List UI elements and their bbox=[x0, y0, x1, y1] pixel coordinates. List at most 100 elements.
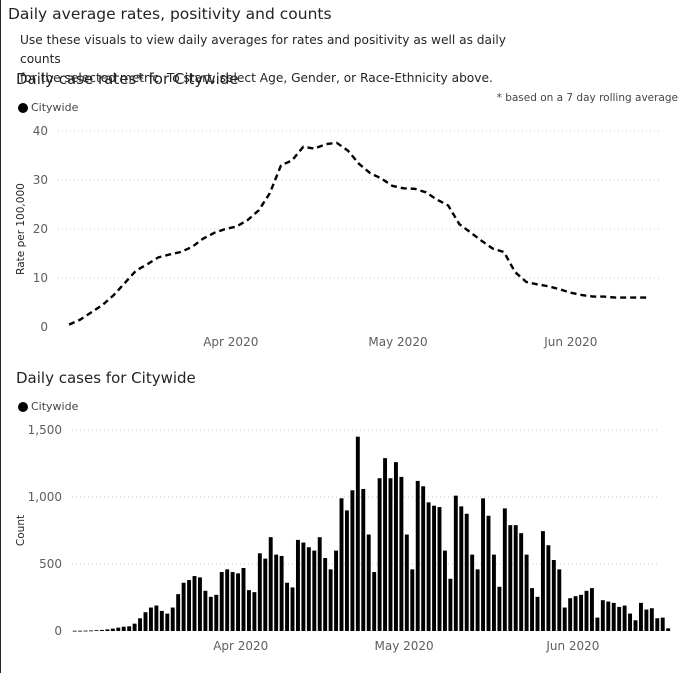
count-bar bbox=[388, 478, 393, 631]
count-bar bbox=[257, 553, 262, 631]
rate-y-tick-label: 20 bbox=[33, 222, 48, 236]
count-bar bbox=[236, 573, 241, 631]
count-bar bbox=[502, 508, 507, 631]
count-bar bbox=[404, 534, 409, 631]
count-bar bbox=[622, 605, 627, 631]
count-bar bbox=[295, 539, 300, 631]
count-bar bbox=[442, 550, 447, 631]
count-bar bbox=[421, 486, 426, 631]
count-bar bbox=[230, 572, 235, 631]
count-bar bbox=[110, 628, 115, 631]
count-x-tick-label: Jun 2020 bbox=[545, 639, 599, 653]
count-bar bbox=[415, 480, 420, 631]
count-bar bbox=[453, 495, 458, 631]
count-bar bbox=[334, 550, 339, 631]
count-bar bbox=[519, 533, 524, 631]
count-x-tick-label: Apr 2020 bbox=[213, 639, 268, 653]
count-bar bbox=[176, 594, 181, 631]
rate-y-axis-label: Rate per 100,000 bbox=[15, 183, 27, 275]
rate-chart-footnote: * based on a 7 day rolling average bbox=[496, 92, 678, 104]
count-bar bbox=[557, 569, 562, 631]
rate-legend-label: Citywide bbox=[31, 101, 79, 114]
count-bar bbox=[225, 569, 230, 631]
count-bar bbox=[355, 436, 360, 631]
count-bar bbox=[165, 613, 170, 631]
count-bar bbox=[121, 626, 126, 631]
count-bar bbox=[99, 629, 104, 631]
count-bar bbox=[187, 580, 192, 631]
count-y-axis-label: Count bbox=[15, 515, 27, 546]
count-bar bbox=[481, 498, 486, 631]
count-bar bbox=[633, 620, 638, 631]
count-bar bbox=[535, 596, 540, 631]
count-legend-label: Citywide bbox=[31, 400, 79, 413]
count-bar bbox=[595, 617, 600, 631]
count-bar bbox=[546, 545, 551, 631]
count-bar bbox=[143, 612, 148, 631]
count-bar bbox=[432, 505, 437, 631]
count-bar bbox=[497, 586, 502, 631]
count-bar bbox=[524, 554, 529, 631]
count-bar bbox=[127, 626, 132, 631]
count-bar bbox=[464, 513, 469, 631]
count-bar bbox=[344, 510, 349, 631]
count-bar bbox=[426, 502, 431, 631]
rate-chart-legend[interactable]: Citywide bbox=[18, 101, 78, 114]
count-bar bbox=[159, 610, 164, 631]
legend-marker-icon bbox=[18, 102, 28, 113]
count-bar bbox=[568, 598, 573, 631]
count-bar bbox=[148, 607, 153, 631]
rate-y-tick-label: 40 bbox=[33, 124, 48, 138]
count-chart-title: Daily cases for Citywide bbox=[16, 369, 196, 387]
count-bar bbox=[649, 608, 654, 631]
count-bar bbox=[312, 550, 317, 631]
count-bar bbox=[513, 525, 518, 631]
count-bar bbox=[393, 462, 398, 631]
count-bar bbox=[399, 476, 404, 631]
page-title: Daily average rates, positivity and coun… bbox=[8, 5, 332, 23]
count-bar bbox=[361, 488, 366, 631]
intro-line-2: for the selected metric. To start, selec… bbox=[20, 71, 493, 85]
count-y-tick-label: 1,500 bbox=[28, 423, 62, 437]
count-bar bbox=[214, 594, 219, 631]
count-bar bbox=[290, 587, 295, 631]
legend-marker-icon bbox=[18, 401, 28, 412]
rate-chart-title: Daily case rates* for Citywide bbox=[16, 70, 239, 88]
count-bar bbox=[366, 534, 371, 631]
count-bar bbox=[644, 609, 649, 631]
count-bar bbox=[540, 531, 545, 631]
count-bar bbox=[339, 498, 344, 631]
count-bar bbox=[132, 623, 137, 631]
count-bar bbox=[491, 554, 496, 631]
count-bar bbox=[589, 588, 594, 631]
rate-series-line bbox=[68, 141, 649, 326]
count-bar bbox=[350, 490, 355, 631]
count-bar bbox=[268, 537, 273, 631]
count-bar bbox=[89, 630, 94, 632]
count-bar bbox=[579, 594, 584, 631]
count-bar bbox=[508, 525, 513, 631]
count-bar bbox=[600, 600, 605, 631]
count-bar bbox=[105, 629, 110, 631]
count-chart-legend[interactable]: Citywide bbox=[18, 400, 78, 413]
count-bar bbox=[203, 590, 208, 631]
count-bar bbox=[475, 569, 480, 631]
intro-line-1: Use these visuals to view daily averages… bbox=[20, 33, 507, 66]
rate-y-tick-label: 0 bbox=[40, 320, 48, 334]
count-bar bbox=[263, 558, 268, 631]
count-bar bbox=[584, 590, 589, 631]
count-bar bbox=[197, 577, 202, 631]
count-y-tick-label: 500 bbox=[39, 557, 62, 571]
count-bar bbox=[486, 515, 491, 631]
count-bar bbox=[638, 602, 643, 631]
count-bar bbox=[192, 576, 197, 631]
rate-y-tick-label: 30 bbox=[33, 173, 48, 187]
rate-x-tick-label: Apr 2020 bbox=[203, 335, 258, 349]
count-bar bbox=[562, 607, 567, 631]
count-bar bbox=[154, 605, 159, 631]
count-bar bbox=[219, 572, 224, 631]
count-bar bbox=[83, 630, 88, 632]
count-bar bbox=[470, 554, 475, 631]
count-bar bbox=[285, 582, 290, 631]
